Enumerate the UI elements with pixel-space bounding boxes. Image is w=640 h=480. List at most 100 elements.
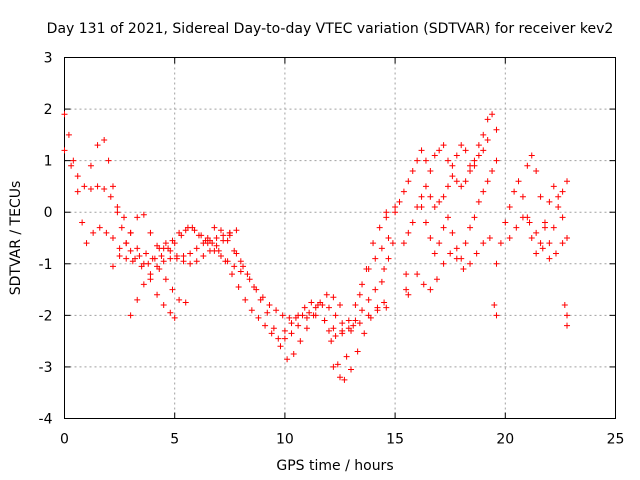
- data-point: [359, 281, 366, 288]
- data-point: [356, 291, 363, 298]
- data-point: [460, 265, 467, 272]
- data-point: [345, 317, 352, 324]
- data-point: [162, 240, 169, 247]
- data-point: [180, 253, 187, 260]
- data-point: [74, 173, 81, 180]
- y-tick-label: 3: [44, 51, 53, 67]
- data-point: [237, 258, 244, 265]
- data-point: [453, 245, 460, 252]
- data-point: [343, 353, 350, 360]
- data-point: [471, 162, 478, 169]
- data-point: [376, 224, 383, 231]
- series-track-h: [226, 229, 385, 332]
- data-point: [231, 263, 238, 270]
- data-point: [314, 302, 321, 309]
- data-point: [101, 137, 108, 144]
- data-point: [475, 152, 482, 159]
- data-point: [405, 291, 412, 298]
- data-point: [502, 219, 509, 226]
- data-point: [330, 363, 337, 370]
- series-track-n: [400, 137, 491, 247]
- data-point: [533, 167, 540, 174]
- data-point: [123, 240, 130, 247]
- data-point: [286, 314, 293, 321]
- data-point: [420, 281, 427, 288]
- y-tick-label: -2: [39, 308, 53, 324]
- data-point: [359, 307, 366, 314]
- data-point: [427, 286, 434, 293]
- x-tick-label: 10: [276, 432, 294, 448]
- data-point: [392, 209, 399, 216]
- data-point: [489, 167, 496, 174]
- data-point: [422, 157, 429, 164]
- data-point: [506, 204, 513, 211]
- data-point: [350, 322, 357, 329]
- data-point: [433, 276, 440, 283]
- data-point: [467, 260, 474, 267]
- data-point: [533, 229, 540, 236]
- data-point: [87, 162, 94, 169]
- data-point: [134, 245, 141, 252]
- data-point: [171, 314, 178, 321]
- data-point: [200, 253, 207, 260]
- data-point: [167, 255, 174, 262]
- data-point: [262, 322, 269, 329]
- data-point: [383, 209, 390, 216]
- y-tick-label: 0: [44, 205, 53, 221]
- data-point: [339, 327, 346, 334]
- data-point: [484, 137, 491, 144]
- data-point: [348, 366, 355, 373]
- data-point: [70, 157, 77, 164]
- data-point: [418, 204, 425, 211]
- data-point: [323, 291, 330, 298]
- data-point: [114, 209, 121, 216]
- data-point: [248, 307, 255, 314]
- data-point: [195, 232, 202, 239]
- series-track-q: [493, 178, 566, 267]
- data-point: [462, 147, 469, 154]
- data-point: [427, 193, 434, 200]
- data-point: [341, 376, 348, 383]
- data-point: [354, 348, 361, 355]
- data-point: [449, 173, 456, 180]
- data-point: [389, 240, 396, 247]
- data-point: [493, 126, 500, 133]
- data-point: [418, 147, 425, 154]
- data-point: [330, 325, 337, 332]
- data-point: [484, 116, 491, 123]
- chart-title: Day 131 of 2021, Sidereal Day-to-day VTE…: [47, 21, 614, 37]
- data-point: [361, 330, 368, 337]
- data-point: [541, 224, 548, 231]
- data-point: [321, 317, 328, 324]
- data-point: [61, 147, 68, 154]
- data-point: [559, 188, 566, 195]
- data-point: [233, 250, 240, 257]
- data-point: [123, 255, 130, 262]
- data-point: [306, 309, 313, 316]
- data-point: [440, 224, 447, 231]
- data-point: [295, 312, 302, 319]
- data-point: [101, 186, 108, 193]
- data-point: [403, 286, 410, 293]
- y-tick-label: 1: [44, 154, 53, 170]
- data-point: [277, 343, 284, 350]
- data-point: [147, 276, 154, 283]
- data-point: [533, 250, 540, 257]
- data-point: [114, 204, 121, 211]
- data-point: [266, 302, 273, 309]
- x-axis-label: GPS time / hours: [276, 458, 393, 474]
- data-point: [372, 286, 379, 293]
- data-point: [160, 302, 167, 309]
- data-point: [453, 178, 460, 185]
- data-point: [167, 247, 174, 254]
- plot-frame: [64, 57, 616, 419]
- series-track-i: [281, 299, 388, 383]
- data-point: [427, 167, 434, 174]
- data-point: [440, 260, 447, 267]
- y-axis-ticks: -4 -3 -2 -1 0 1 2 3: [39, 51, 616, 428]
- x-tick-label: 5: [170, 432, 179, 448]
- data-point: [154, 291, 161, 298]
- data-point: [431, 250, 438, 257]
- y-tick-label: 2: [44, 102, 53, 118]
